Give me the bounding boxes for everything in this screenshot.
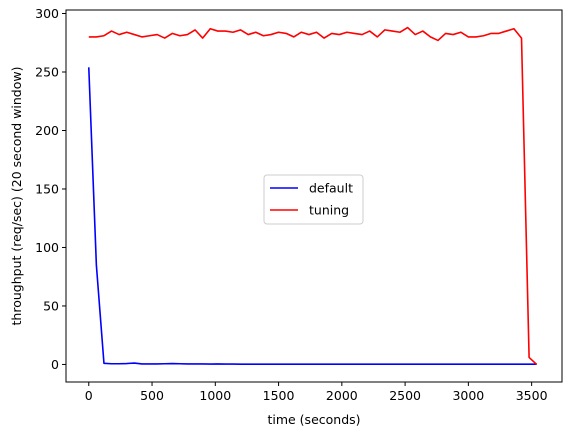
y-tick-label: 250 bbox=[35, 65, 59, 80]
legend-label-tuning: tuning bbox=[309, 203, 349, 218]
plot-frame bbox=[65, 9, 563, 383]
x-tick-label: 2500 bbox=[389, 388, 421, 403]
legend: default tuning bbox=[263, 174, 364, 225]
y-tick-label: 300 bbox=[35, 6, 59, 21]
y-tick-label: 150 bbox=[35, 181, 59, 196]
series-layer bbox=[87, 26, 538, 366]
x-tick-label: 3500 bbox=[516, 388, 548, 403]
series-line-default bbox=[87, 67, 537, 366]
legend-label-default: default bbox=[309, 181, 353, 196]
x-tick-label: 2000 bbox=[326, 388, 358, 403]
x-tick-label: 3000 bbox=[452, 388, 484, 403]
y-tick-label: 100 bbox=[35, 240, 59, 255]
y-axis-label: throughput (req/sec) (20 second window) bbox=[9, 67, 24, 326]
x-tick-label: 1500 bbox=[263, 388, 295, 403]
x-tick-label: 500 bbox=[140, 388, 164, 403]
y-tick-label: 0 bbox=[51, 357, 59, 372]
x-tick-label: 0 bbox=[85, 388, 93, 403]
ticks-layer: 0 500 1000 1500 2000 2500 3000 3500 0 50 100 150 200… bbox=[35, 6, 547, 403]
y-tick-label: 50 bbox=[43, 298, 59, 313]
y-tick-label: 200 bbox=[35, 123, 59, 138]
x-tick-label: 1000 bbox=[199, 388, 231, 403]
series-line-tuning bbox=[88, 26, 538, 366]
x-axis-label: time (seconds) bbox=[267, 412, 360, 427]
